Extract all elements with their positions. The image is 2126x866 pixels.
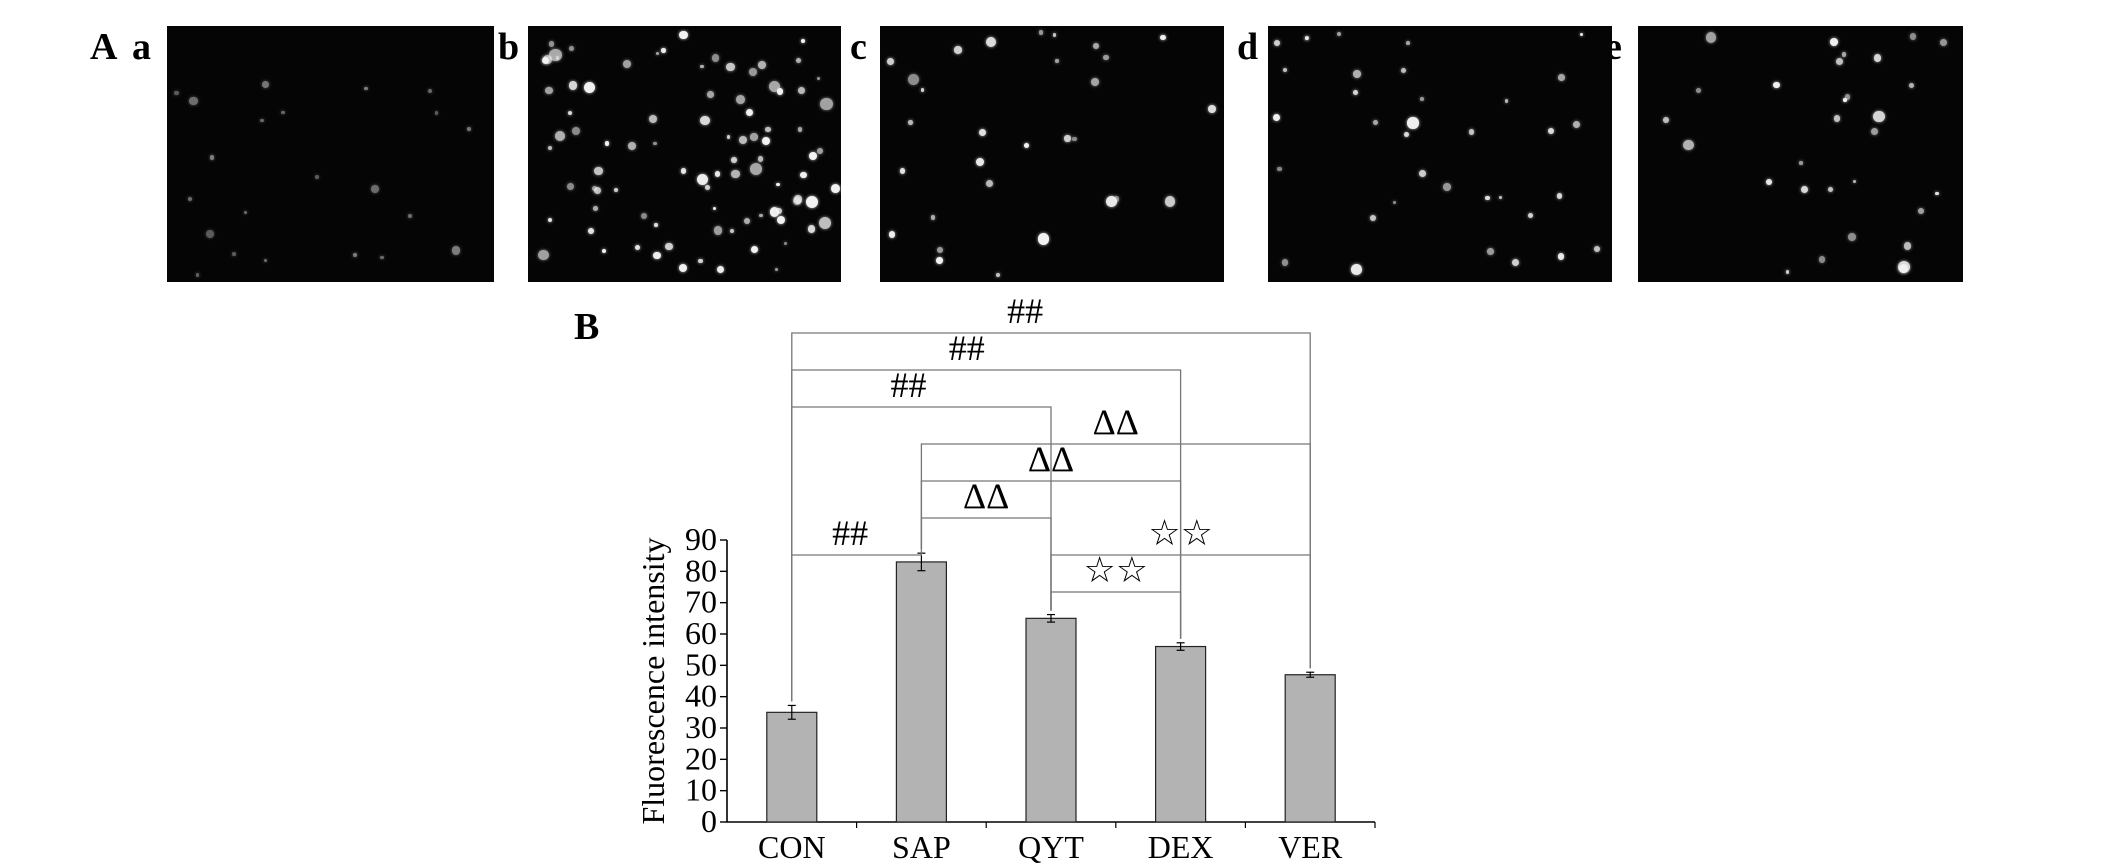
y-tick-label: 60	[685, 615, 717, 651]
significance-marker: ☆☆	[1148, 513, 1213, 553]
y-axis-label: Fluorescence intensity	[635, 537, 671, 824]
y-tick-label: 90	[685, 521, 717, 557]
significance-marker: ##	[949, 328, 985, 368]
y-tick-label: 40	[685, 678, 717, 714]
x-tick-label: VER	[1278, 829, 1343, 865]
x-tick-label: QYT	[1018, 829, 1084, 865]
significance-marker: ΔΔ	[963, 476, 1009, 516]
y-tick-label: 80	[685, 552, 717, 588]
y-tick-label: 70	[685, 584, 717, 620]
x-tick-label: SAP	[892, 829, 951, 865]
y-tick-label: 30	[685, 709, 717, 745]
y-tick-label: 50	[685, 646, 717, 682]
y-tick-label: 10	[685, 772, 717, 808]
significance-marker: ΔΔ	[1028, 439, 1074, 479]
significance-marker: ##	[832, 513, 868, 553]
y-tick-label: 0	[701, 803, 717, 839]
y-tick-label: 20	[685, 740, 717, 776]
bar-qyt	[1026, 618, 1076, 822]
significance-marker: ΔΔ	[1093, 402, 1139, 442]
x-tick-label: DEX	[1148, 829, 1214, 865]
bar-ver	[1285, 675, 1335, 822]
bar-sap	[896, 562, 946, 822]
bar-con	[767, 712, 817, 822]
significance-marker: ☆☆	[1084, 550, 1149, 590]
bar-dex	[1156, 647, 1206, 822]
x-tick-label: CON	[758, 829, 826, 865]
significance-marker: ##	[1007, 291, 1043, 331]
significance-marker: ##	[890, 365, 926, 405]
